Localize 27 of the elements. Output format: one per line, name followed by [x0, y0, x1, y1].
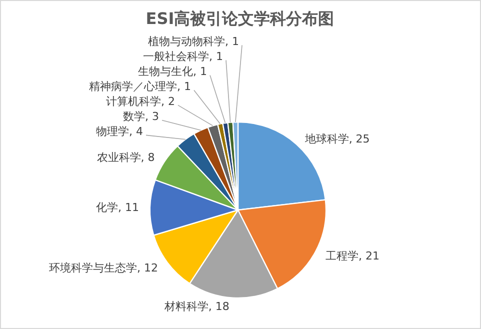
data-label: , 18 [208, 300, 230, 313]
data-label: , 1 [177, 80, 191, 94]
data-label: , 2 [161, 95, 175, 108]
data-label: , 25 [348, 132, 370, 146]
data-label: , 1 [193, 65, 207, 78]
slice-label: 化学 [96, 201, 118, 214]
data-label: , 11 [118, 201, 140, 214]
data-label: , 12 [136, 261, 158, 274]
slice-label: 一般社会科学 [143, 50, 209, 64]
slice-label: 精神病学／心理学 [89, 80, 177, 94]
slice-label: 材料科学 [163, 300, 208, 313]
data-label: , 1 [209, 50, 223, 64]
slice-label: 农业科学 [96, 151, 141, 164]
data-label: , 4 [129, 125, 143, 138]
slice-label: 环境科学与生态学 [48, 261, 137, 274]
slice-label: 生物与生化 [138, 65, 193, 78]
slice-label: 地球科学 [304, 132, 349, 146]
slice-label: 工程学 [326, 250, 358, 263]
data-label: , 3 [145, 110, 159, 124]
slice-label: 植物与动物科学 [148, 35, 225, 48]
slice-label: 数学 [123, 110, 145, 124]
slice-label: 物理学 [96, 125, 129, 138]
data-label: , 1 [225, 35, 239, 48]
slice-label: 计算机科学 [106, 95, 161, 108]
data-label: , 21 [358, 250, 380, 263]
data-label: , 8 [140, 151, 155, 164]
chart-title: ESI高被引论文学科分布图 [146, 9, 334, 28]
